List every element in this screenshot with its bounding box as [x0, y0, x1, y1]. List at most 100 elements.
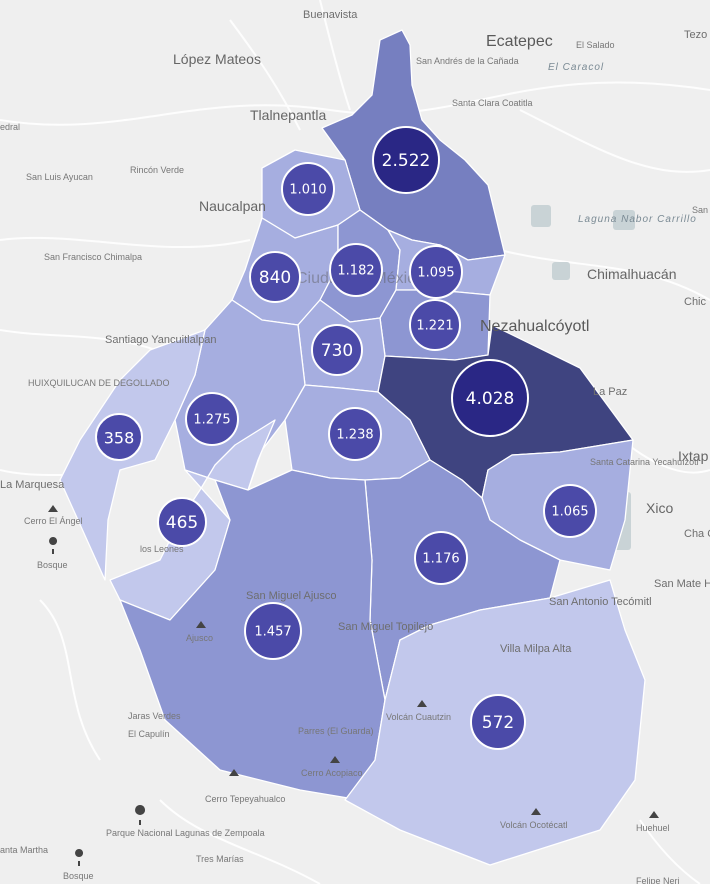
label-tlalnepantla: Tlalnepantla — [250, 107, 326, 123]
label-ecatepec: Ecatepec — [486, 33, 553, 50]
cluster-marker[interactable]: 2.522 — [372, 126, 440, 194]
mountain-icon — [48, 505, 58, 512]
label-san-luis: San Luis Ayucan — [26, 172, 93, 182]
cluster-circle[interactable] — [328, 407, 382, 461]
label-bosque-1: Bosque — [37, 560, 68, 570]
cluster-marker[interactable]: 840 — [249, 251, 301, 303]
label-el-caracol: El Caracol — [548, 62, 604, 73]
label-cha: Cha Co — [684, 528, 710, 540]
mountain-icon — [229, 769, 239, 776]
tree-icon — [49, 537, 58, 554]
label-la-marquesa: La Marquesa — [0, 479, 65, 491]
cluster-circle[interactable] — [543, 484, 597, 538]
cluster-circle[interactable] — [414, 531, 468, 585]
label-lopez-mateos: López Mateos — [173, 51, 261, 67]
cluster-count: 1.238 — [336, 428, 373, 443]
cluster-circle[interactable] — [329, 243, 383, 297]
label-naucalpan: Naucalpan — [199, 198, 266, 214]
cluster-count: 1.221 — [416, 319, 453, 334]
landmark-icons — [48, 505, 659, 866]
cluster-circle[interactable] — [409, 299, 461, 351]
label-cerro-acopiaco: Cerro Acopiaco — [301, 768, 363, 778]
label-tezo: Tezo — [684, 29, 707, 41]
cluster-marker[interactable]: 4.028 — [451, 359, 529, 437]
label-san-right: San — [692, 205, 708, 215]
cluster-marker[interactable]: 1.176 — [414, 531, 468, 585]
label-nezahualcoyotl: Nezahualcóyotl — [480, 318, 589, 335]
label-santiago: Santiago Yancuitlalpan — [105, 334, 217, 346]
cluster-marker[interactable]: 1.221 — [409, 299, 461, 351]
cluster-circle[interactable] — [185, 392, 239, 446]
label-edral: edral — [0, 122, 20, 132]
label-santa-clara: Santa Clara Coatitla — [452, 98, 533, 108]
cluster-marker[interactable]: 1.010 — [281, 162, 335, 216]
cluster-marker[interactable]: 572 — [470, 694, 526, 750]
cluster-circle[interactable] — [157, 497, 207, 547]
label-tres-marias: Tres Marías — [196, 854, 244, 864]
cluster-count: 1.182 — [337, 264, 374, 279]
cluster-marker[interactable]: 1.182 — [329, 243, 383, 297]
cluster-marker[interactable]: 1.095 — [409, 245, 463, 299]
cluster-count: 1.095 — [417, 266, 454, 281]
cluster-count: 2.522 — [382, 151, 431, 171]
tree-icon — [135, 805, 146, 825]
cluster-marker[interactable]: 1.457 — [244, 602, 302, 660]
cluster-circle[interactable] — [451, 359, 529, 437]
cluster-marker[interactable]: 730 — [311, 324, 363, 376]
cluster-count: 572 — [482, 713, 514, 733]
cluster-marker[interactable]: 1.065 — [543, 484, 597, 538]
label-el-capulin: El Capulín — [128, 729, 170, 739]
cluster-count: 840 — [259, 268, 291, 288]
label-xico: Xico — [646, 500, 673, 516]
cluster-circle[interactable] — [372, 126, 440, 194]
cluster-count: 358 — [104, 429, 135, 448]
label-la-paz: La Paz — [593, 386, 627, 398]
cluster-marker[interactable]: 358 — [95, 413, 143, 461]
label-chimalhuacan: Chimalhuacán — [587, 266, 677, 282]
mountain-icon — [417, 700, 427, 707]
cluster-count: 1.457 — [254, 625, 291, 640]
label-santa-martha: anta Martha — [0, 845, 48, 855]
cluster-circle[interactable] — [311, 324, 363, 376]
label-buenavista: Buenavista — [303, 9, 358, 21]
cluster-count: 1.065 — [551, 505, 588, 520]
cluster-marker[interactable]: 1.275 — [185, 392, 239, 446]
cluster-circle[interactable] — [409, 245, 463, 299]
label-jaras-verdes: Jaras Verdes — [128, 711, 181, 721]
cluster-count: 465 — [166, 513, 198, 533]
cluster-circle[interactable] — [95, 413, 143, 461]
label-santa-catarina: Santa Catarina Yecahuízotl — [590, 457, 699, 467]
label-huixquilucan: HUIXQUILUCAN DE DEGOLLADO — [28, 378, 170, 388]
label-ixtap: Ixtap — [678, 448, 709, 464]
mountain-icon — [531, 808, 541, 815]
label-volcan-cuautzin: Volcán Cuautzin — [386, 712, 451, 722]
mountain-icon — [649, 811, 659, 818]
label-topilejo: San Miguel Topilejo — [338, 621, 433, 633]
cluster-circle[interactable] — [249, 251, 301, 303]
label-laguna: Laguna Nabor Carrillo — [578, 214, 697, 225]
label-san-miguel-ajusco: San Miguel Ajusco — [246, 590, 337, 602]
tree-icon — [75, 849, 84, 866]
label-bosque-2: Bosque — [63, 871, 94, 881]
cluster-count: 1.275 — [193, 413, 230, 428]
label-zempoala: Parque Nacional Lagunas de Zempoala — [106, 828, 265, 838]
cluster-marker[interactable]: 1.238 — [328, 407, 382, 461]
cluster-circle[interactable] — [281, 162, 335, 216]
mountain-icon — [330, 756, 340, 763]
cluster-marker[interactable]: 465 — [157, 497, 207, 547]
label-volcan-ocotecatl: Volcán Ocotécatl — [500, 820, 568, 830]
label-cerro-el-angel: Cerro El Ángel — [24, 516, 83, 526]
label-san-andres: San Andrés de la Cañada — [416, 56, 519, 66]
label-ajusco: Ajusco — [186, 633, 213, 643]
cluster-circle[interactable] — [244, 602, 302, 660]
label-rincon-verde: Rincón Verde — [130, 165, 184, 175]
label-felipe-neri: Felipe Neri — [636, 876, 680, 884]
label-el-salado: El Salado — [576, 40, 615, 50]
label-tepeyahualco: Cerro Tepeyahualco — [205, 794, 285, 804]
cluster-circle[interactable] — [470, 694, 526, 750]
label-san-mateo: San Mate Huitzilzing — [654, 578, 710, 590]
cluster-count: 1.010 — [289, 183, 326, 198]
